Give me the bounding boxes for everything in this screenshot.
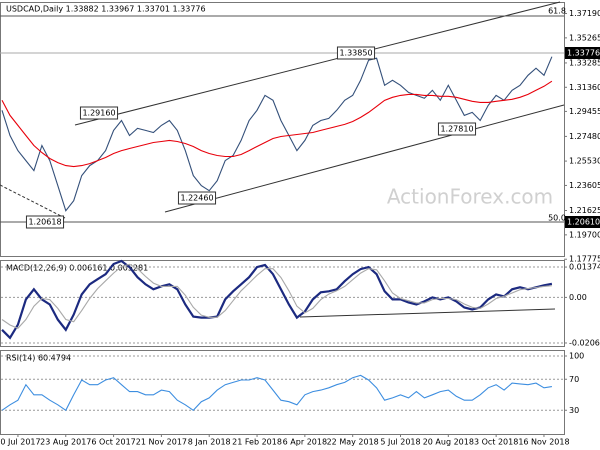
y-tick-label: 1.21625 — [569, 206, 600, 215]
x-tick-label: 6 Apr 2018 — [283, 438, 327, 447]
channel-upper — [74, 1, 561, 126]
y-tick-label: 1.25530 — [569, 157, 600, 166]
annotation: 1.29160 — [82, 109, 115, 118]
annotation-box — [437, 122, 477, 136]
annotation-box — [336, 46, 376, 60]
x-tick-label: 16 Nov 2018 — [518, 438, 569, 447]
rsi-panel — [0, 350, 565, 435]
annotation: 50.0 — [548, 214, 566, 223]
y-tick-label: 1.35265 — [569, 33, 600, 42]
channel-lower — [164, 104, 565, 213]
y-tick-label: 1.33285 — [569, 58, 600, 67]
y-tick-label: 100 — [569, 352, 584, 361]
annotation: 1.33850 — [339, 49, 372, 58]
y-tick-label: 1.19700 — [569, 230, 600, 239]
dotted-line — [0, 184, 66, 219]
price-label: 1.20610 — [567, 218, 600, 227]
macd-panel — [0, 260, 565, 347]
rsi-title: RSI(14) 60.4794 — [6, 354, 71, 363]
x-tick-label: 3 Oct 2018 — [474, 438, 518, 447]
watermark: ActionForex.com — [387, 185, 553, 209]
x-tick-label: 21 Nov 2017 — [136, 438, 187, 447]
annotation-box — [25, 215, 65, 229]
macd-title: MACD(12,26,9) 0.006161 0.005281 — [6, 264, 148, 273]
series-line — [1, 80, 553, 168]
x-tick-label: 21 Feb 2018 — [232, 438, 282, 447]
x-tick-label: 22 May 2018 — [327, 438, 379, 447]
y-tick-label: 70 — [569, 375, 579, 384]
y-tick-label: 1.31360 — [569, 83, 600, 92]
price-label-box — [565, 216, 600, 228]
x-tick-label: 10 Jul 2017 — [0, 438, 41, 447]
x-tick-label: 5 Jul 2018 — [380, 438, 420, 447]
x-tick-label: 8 Jan 2018 — [188, 438, 231, 447]
series-line — [1, 259, 553, 340]
annotation-box — [79, 106, 119, 120]
annotation: 1.20618 — [28, 218, 61, 227]
y-tick-label: 30 — [569, 406, 579, 415]
price-label: 1.33776 — [567, 49, 600, 58]
x-tick-label: 20 Aug 2018 — [423, 438, 474, 447]
y-tick-label: 1.27480 — [569, 132, 600, 141]
series-line — [1, 374, 552, 412]
y-tick-label: 0.00 — [569, 293, 587, 302]
y-tick-label: 1.37190 — [569, 9, 600, 18]
y-tick-label: 1.17775 — [569, 255, 600, 264]
macd-trendline — [299, 308, 556, 318]
y-tick-label: 1.23605 — [569, 181, 600, 190]
y-tick-label: 0.013745 — [569, 263, 600, 272]
annotation: 1.22460 — [180, 194, 213, 203]
annotation: 1.27810 — [440, 125, 473, 134]
series-line — [1, 56, 553, 212]
y-tick-label: -0.020652 — [569, 338, 600, 347]
x-tick-label: 6 Oct 2017 — [91, 438, 135, 447]
chart-title: USDCAD,Daily 1.33882 1.33967 1.33701 1.3… — [6, 5, 206, 14]
x-tick-label: 23 Aug 2017 — [40, 438, 91, 447]
y-tick-label: 1.29455 — [569, 107, 600, 116]
price-panel — [0, 2, 565, 257]
series-line — [1, 263, 552, 329]
annotation-box — [177, 191, 217, 205]
annotation: 61.8 — [548, 7, 566, 16]
price-label-box — [565, 47, 600, 59]
